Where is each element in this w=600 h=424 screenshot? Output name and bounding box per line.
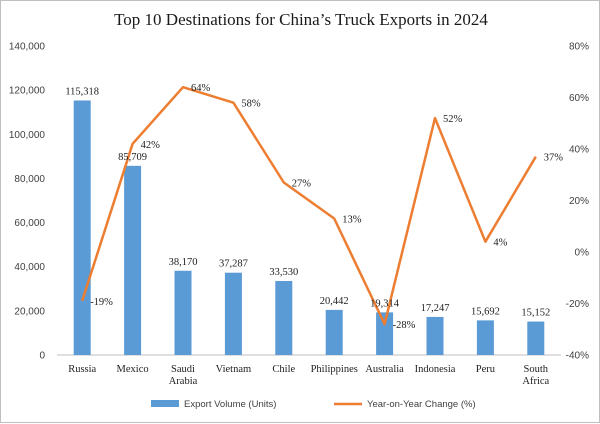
bar: [124, 165, 142, 355]
line-value-label: 58%: [241, 99, 261, 110]
bar: [224, 272, 242, 355]
line-value-label: 4%: [493, 238, 507, 249]
legend-label-export-volume: Export Volume (Units): [184, 399, 276, 410]
left-axis-tick-label: 0: [39, 351, 45, 362]
legend: Export Volume (Units) Year-on-Year Chang…: [151, 399, 476, 410]
category-label: Vietnam: [216, 364, 252, 375]
left-axis-tick-label: 100,000: [9, 130, 46, 141]
legend-label-yoy-change: Year-on-Year Change (%): [367, 399, 476, 410]
left-axis-tick-label: 140,000: [9, 42, 46, 53]
right-axis-tick-label: 0%: [575, 248, 590, 259]
line-value-label: 27%: [292, 178, 312, 189]
category-label: Saudi Arabia: [169, 364, 198, 387]
right-axis-tick-label: 40%: [569, 145, 589, 156]
line-value-label: -28%: [393, 320, 416, 331]
left-axis-tick-label: 40,000: [14, 262, 45, 273]
left-axis-tick-label: 120,000: [9, 86, 46, 97]
bar-value-label: 17,247: [421, 303, 450, 314]
bar-value-label: 33,530: [269, 267, 298, 278]
category-axis-labels: Russia Mexico Saudi Arabia Vietnam Chile Phili…: [68, 364, 549, 387]
bar-value-label: 15,152: [521, 308, 550, 319]
category-label: Russia: [68, 364, 96, 375]
bar: [174, 270, 192, 355]
left-axis: 0 20,000 40,000 60,000 80,000 100,000 120,000 1…: [9, 42, 46, 362]
category-label: Philippines: [311, 364, 358, 375]
right-axis-tick-label: 20%: [569, 196, 589, 207]
bar-value-label: 20,442: [320, 296, 349, 307]
chart-title: Top 10 Destinations for China’s Truck Ex…: [114, 10, 488, 29]
bar-value-label: 38,170: [169, 257, 198, 268]
line-value-label: 42%: [141, 140, 161, 151]
bar: [73, 100, 91, 355]
right-axis-tick-label: 60%: [569, 93, 589, 104]
right-axis-tick-label: 80%: [569, 42, 589, 53]
bar: [476, 320, 494, 355]
line-value-label: 52%: [443, 114, 463, 125]
line-value-label: -19%: [90, 297, 113, 308]
category-label: Mexico: [117, 364, 149, 375]
bar-data-labels: 115,318 85,709 38,170 37,287 33,530 20,442 19,…: [65, 86, 550, 318]
yoy-change-line: [81, 85, 537, 326]
bar: [376, 312, 394, 355]
category-label: South Africa: [522, 364, 549, 387]
bar-value-label: 19,314: [370, 298, 400, 309]
bar-value-label: 85,709: [118, 152, 147, 163]
bar-value-label: 115,318: [65, 86, 99, 97]
bar: [527, 321, 545, 355]
bar-series: [73, 100, 545, 355]
bar-value-label: 15,692: [471, 306, 500, 317]
bar-value-label: 37,287: [219, 259, 248, 270]
line-value-label: 64%: [191, 83, 211, 94]
category-label: Indonesia: [415, 364, 456, 375]
left-axis-tick-label: 20,000: [14, 306, 45, 317]
right-axis-tick-label: -20%: [566, 299, 589, 310]
left-axis-tick-label: 80,000: [14, 174, 45, 185]
right-axis: -40% -20% 0% 20% 40% 60% 80%: [566, 42, 589, 362]
bar: [325, 309, 343, 355]
bar: [275, 280, 293, 355]
line-series: [81, 85, 537, 326]
category-label: Australia: [365, 364, 404, 375]
legend-swatch-export-volume: [151, 400, 179, 407]
line-data-labels: -19% 42% 64% 58% 27% 13% -28% 52% 4% 37%: [90, 83, 563, 331]
category-label: Peru: [476, 364, 496, 375]
bar: [426, 316, 444, 355]
left-axis-tick-label: 60,000: [14, 218, 45, 229]
right-axis-tick-label: -40%: [566, 351, 589, 362]
category-label: Chile: [272, 364, 295, 375]
line-value-label: 37%: [544, 153, 564, 164]
line-value-label: 13%: [342, 215, 362, 226]
